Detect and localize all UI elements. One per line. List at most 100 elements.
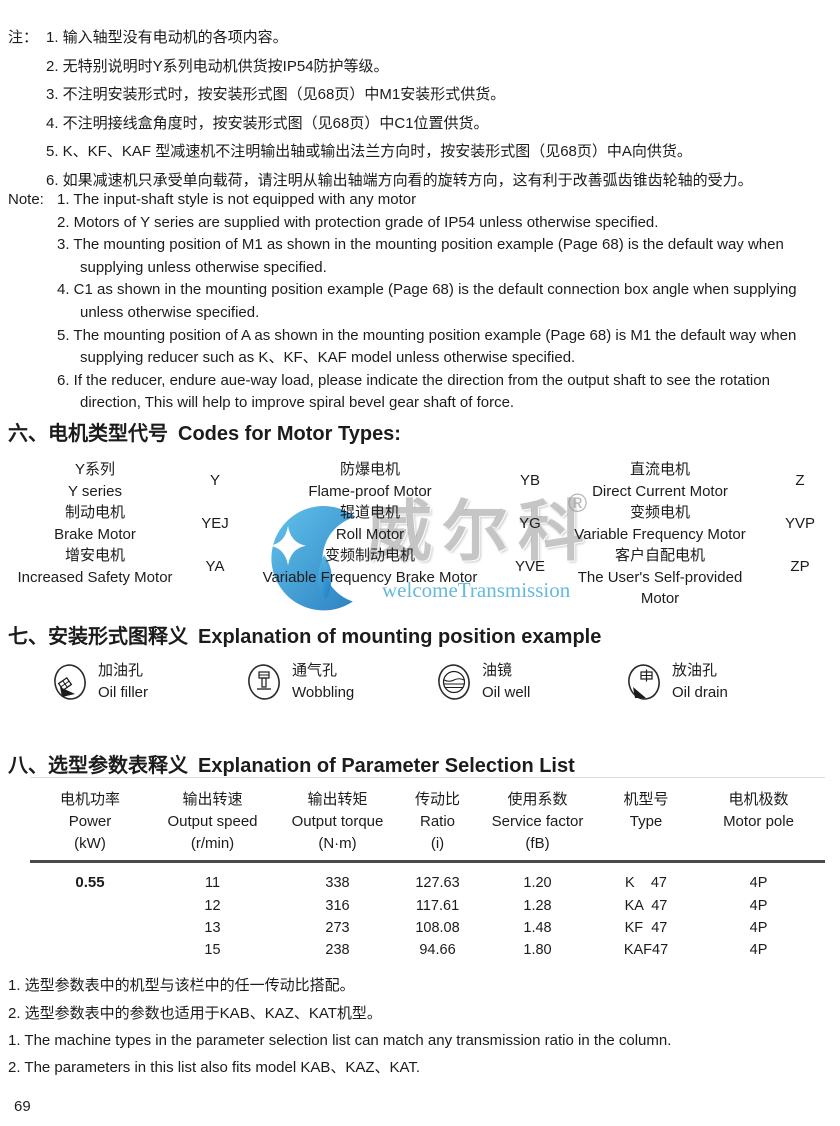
notes-english: Note: 1. The input-shaft style is not eq…	[8, 189, 802, 415]
mounting-label-en: Oil well	[482, 684, 531, 701]
motor-type-name: 客户自配电机 The User's Self-provided Motor	[560, 545, 760, 607]
cell-output-torque: 338	[325, 875, 350, 892]
cell-output-speed: 13	[204, 919, 221, 936]
motor-type-name-en: Variable Frequency Brake Motor	[262, 568, 478, 586]
motor-type-code: YVP	[784, 515, 815, 532]
column-header-en: Power	[68, 812, 112, 830]
section-mounting-title-en: Explanation of mounting position example	[198, 626, 602, 648]
section-parameter-list-heading: 八、选型参数表释义 Explanation of Parameter Select…	[8, 749, 575, 778]
notes-chinese: 注： 1. 输入轴型没有电动机的各项内容。 2. 无特别说明时Y系列电动机供货按I…	[8, 24, 808, 195]
column-header: 机型号 Type	[600, 789, 692, 854]
column-header: 输出转矩 Output torque (N·m)	[275, 789, 400, 854]
footnotes-english: 1. The machine types in the parameter se…	[8, 1028, 671, 1081]
column-header-cn: 输出转速	[182, 791, 243, 808]
mounting-label-en: Oil drain	[672, 684, 728, 701]
cell-motor-pole: 4P	[749, 897, 768, 914]
motor-type-code: YVE	[514, 558, 545, 575]
cell-type: KF 47	[624, 919, 668, 936]
section-motor-codes-title-en: Codes for Motor Types:	[178, 423, 401, 445]
motor-type-name: 变频电机 Variable Frequency Motor	[560, 502, 760, 545]
mounting-label-cn: 通气孔	[292, 662, 338, 679]
footnote-cn-item: 1. 选型参数表中的机型与该栏中的任一传动比搭配。	[8, 977, 355, 994]
column-header-unit: (N·m)	[318, 834, 357, 852]
motor-type-code: YB	[519, 472, 540, 489]
footnote-en-item: 1. The machine types in the parameter se…	[8, 1032, 672, 1049]
cell-type: KA 47	[624, 897, 668, 914]
footnote-cn-item: 2. 选型参数表中的参数也适用于KAB、KAZ、KAT机型。	[8, 1005, 382, 1022]
section-mounting-title-cn: 七、安装形式图释义	[8, 626, 188, 648]
column-header-en: Ratio	[419, 812, 456, 830]
motor-type-name-cn: 增安电机	[64, 547, 125, 564]
column-header-unit: (kW)	[74, 834, 106, 852]
motor-type-name-cn: 制动电机	[64, 504, 125, 521]
column-header-en: Motor pole	[723, 812, 794, 830]
cell-service-factor: 1.48	[523, 919, 552, 936]
motor-type-code: YG	[519, 515, 541, 532]
motor-type-name: Y系列 Y series	[0, 459, 190, 502]
mounting-label-cn: 放油孔	[672, 662, 718, 679]
note-cn-item: 5. K、KF、KAF 型减速机不注明输出轴或输出法兰方向时，按安装形式图（见6…	[46, 143, 692, 160]
motor-type-name-en: Roll Motor	[335, 525, 405, 543]
column-header: 电机极数 Motor pole	[692, 789, 825, 854]
motor-type-code: YEJ	[201, 515, 229, 532]
motor-type-name-cn: 辊道电机	[339, 504, 400, 521]
motor-type-code: YA	[205, 558, 225, 575]
motor-type-name: 防爆电机 Flame-proof Motor	[240, 459, 500, 502]
cell-output-speed: 11	[204, 875, 221, 892]
note-en-item: 2. Motors of Y series are supplied with …	[57, 213, 659, 231]
brand-swoosh-icon	[270, 506, 356, 611]
motor-type-name-en: Flame-proof Motor	[308, 482, 432, 500]
breather-vent-icon	[248, 664, 280, 700]
cell-type: KAF47	[623, 942, 669, 958]
note-cn-item: 6. 如果减速机只承受单向载荷，请注明从输出轴端方向看的旋转方向，这有利于改善弧…	[46, 171, 753, 189]
brand-name-cn: 威尔科	[366, 494, 594, 568]
note-cn-item: 4. 不注明接线盒角度时，按安装形式图（见68页）中C1位置供货。	[46, 114, 489, 132]
table-row: 15 238 94.66 1.80 KAF47 4P	[30, 939, 825, 961]
section-mounting-heading: 七、安装形式图释义 Explanation of mounting positio…	[8, 620, 601, 649]
column-header-unit: (i)	[430, 834, 445, 852]
cell-output-speed: 12	[204, 897, 221, 914]
mounting-label-cn: 油镜	[482, 662, 513, 679]
table-header-rule	[30, 860, 825, 864]
motor-types-table: Y系列 Y series Y 防爆电机 Flame-proof Motor YB	[0, 459, 840, 607]
motor-type-name-cn: 直流电机	[629, 461, 690, 478]
column-header-en: Output speed	[167, 812, 258, 830]
notes-en-list: 1. The input-shaft style is not equipped…	[8, 189, 802, 415]
notes-cn-prefix: 注：	[8, 29, 39, 46]
cell-service-factor: 1.28	[523, 897, 552, 914]
oil-drain-icon	[628, 664, 660, 700]
cell-output-torque: 238	[325, 942, 350, 958]
motor-type-name-cn: 客户自配电机	[614, 547, 705, 564]
mounting-item-oil-filler: 加油孔 Oil filler	[52, 660, 148, 704]
cell-type: K 47	[625, 875, 667, 892]
column-header-en: Service factor	[491, 812, 584, 830]
column-header-cn: 使用系数	[507, 791, 568, 808]
cell-output-torque: 316	[325, 897, 350, 914]
watermark-logo: 威尔科 ® welcomeTransmission	[248, 488, 598, 628]
motor-type-name-en: The User's Self-provided Motor	[577, 568, 743, 608]
mounting-label-cn: 加油孔	[98, 662, 144, 679]
motor-type-code: ZP	[790, 558, 810, 575]
motor-type-name-en: Variable Frequency Motor	[574, 525, 746, 543]
motor-type-name-cn: 变频电机	[629, 504, 690, 521]
table-row: 12 316 117.61 1.28 KA 47 4P	[30, 895, 825, 917]
motor-type-name-en: Direct Current Motor	[592, 482, 728, 500]
oil-filler-icon	[54, 664, 86, 700]
column-header-cn: 机型号	[623, 791, 669, 808]
cell-ratio: 117.61	[415, 897, 460, 914]
cell-output-torque: 273	[325, 919, 350, 936]
note-cn-item: 3. 不注明安装形式时，按安装形式图（见68页）中M1安装形式供货。	[46, 86, 506, 103]
note-en-item: 1. The input-shaft style is not equipped…	[57, 191, 417, 208]
column-header-unit: (r/min)	[190, 834, 235, 852]
section-parameter-list-title-cn: 八、选型参数表释义	[8, 755, 188, 777]
footnote-en-item: 2. The parameters in this list also fits…	[8, 1058, 421, 1076]
column-header: 使用系数 Service factor (fB)	[475, 789, 600, 854]
cell-output-speed: 15	[204, 942, 221, 958]
cell-motor-pole: 4P	[749, 919, 768, 936]
note-cn-item: 2. 无特别说明时Y系列电动机供货按IP54防护等级。	[46, 57, 389, 75]
column-header-cn: 传动比	[414, 791, 460, 808]
table-row: 13 273 108.08 1.48 KF 47 4P	[30, 917, 825, 939]
motor-type-code: Y	[209, 472, 220, 489]
section-parameter-list-title-en: Explanation of Parameter Selection List	[198, 755, 575, 777]
column-header: 电机功率 Power (kW)	[30, 789, 150, 854]
